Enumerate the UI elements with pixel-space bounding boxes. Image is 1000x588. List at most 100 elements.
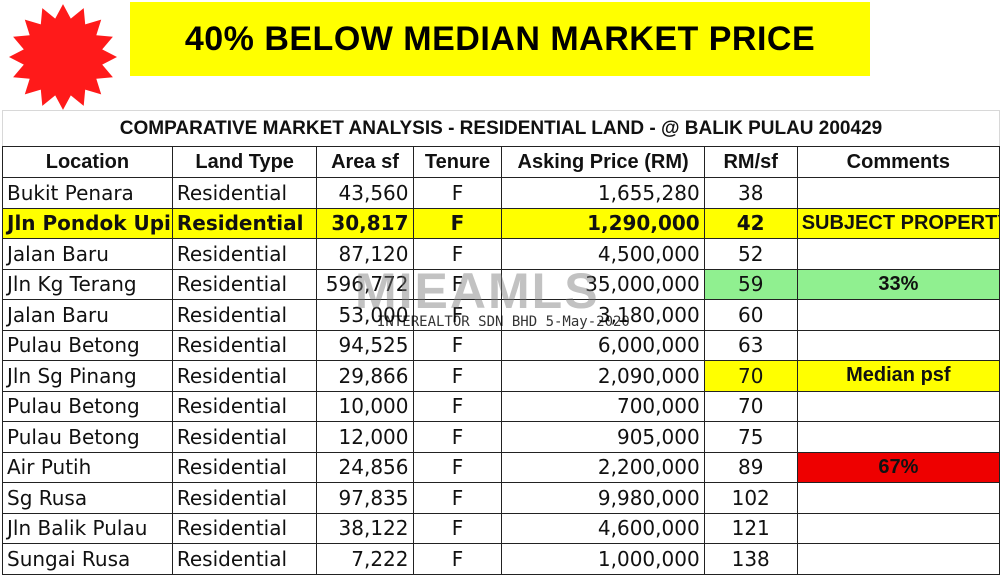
header-rm-per-sf: RM/sf (703, 146, 798, 178)
cell-area: 10,000 (316, 390, 414, 422)
cell-asking-price: 2,200,000 (501, 451, 705, 483)
cell-area: 43,560 (316, 177, 414, 209)
cell-rm-per-sf: 60 (703, 299, 798, 331)
cell-tenure: F (412, 207, 503, 239)
cell-rm-per-sf: 38 (703, 177, 798, 209)
cell-rm-per-sf: 89 (703, 451, 798, 483)
cell-location: Jalan Baru (2, 238, 173, 270)
starburst-icon (9, 4, 117, 110)
cell-asking-price: 905,000 (501, 421, 705, 453)
cell-comment (796, 482, 1000, 514)
cell-land-type: Residential (171, 207, 318, 239)
cell-tenure: F (412, 482, 503, 514)
headline-text: 40% BELOW MEDIAN MARKET PRICE (184, 19, 816, 58)
table-row: Pulau Betong Residential 12,000 F 905,000 75 (2, 421, 1000, 453)
cell-comment: 67% (796, 451, 1000, 483)
cell-location: Pulau Betong (2, 329, 173, 361)
header-area: Area sf (316, 146, 414, 178)
cell-tenure: F (412, 390, 503, 422)
cell-land-type: Residential (171, 177, 318, 209)
cell-location: Air Putih (2, 451, 173, 483)
cell-location: Bukit Penara (2, 177, 173, 209)
cell-land-type: Residential (171, 329, 318, 361)
cell-comment (796, 512, 1000, 544)
cell-area: 30,817 (316, 207, 414, 239)
table-title-row: COMPARATIVE MARKET ANALYSIS - RESIDENTIA… (2, 110, 1000, 147)
cell-comment (796, 421, 1000, 453)
table-row: Pulau Betong Residential 10,000 F 700,000 70 (2, 390, 1000, 422)
cell-asking-price: 3,180,000 (501, 299, 705, 331)
cell-location: Sungai Rusa (2, 543, 173, 575)
cell-rm-per-sf: 75 (703, 421, 798, 453)
headline-banner: 40% BELOW MEDIAN MARKET PRICE (130, 2, 870, 76)
table-row: Jln Balik Pulau Residential 38,122 F 4,600,0… (2, 512, 1000, 544)
cell-tenure: F (412, 268, 503, 300)
cell-asking-price: 4,600,000 (501, 512, 705, 544)
cell-rm-per-sf: 121 (703, 512, 798, 544)
cell-comment (796, 390, 1000, 422)
cell-land-type: Residential (171, 482, 318, 514)
cell-tenure: F (412, 360, 503, 392)
cell-asking-price: 4,500,000 (501, 238, 705, 270)
cell-comment (796, 299, 1000, 331)
cell-location: Jalan Baru (2, 299, 173, 331)
cell-area: 87,120 (316, 238, 414, 270)
cell-asking-price: 1,000,000 (501, 543, 705, 575)
cell-comment (796, 329, 1000, 361)
cell-location: Jln Sg Pinang (2, 360, 173, 392)
cell-tenure: F (412, 543, 503, 575)
cell-comment (796, 238, 1000, 270)
comparative-analysis-sheet: COMPARATIVE MARKET ANALYSIS - RESIDENTIA… (2, 110, 1000, 575)
cell-comment (796, 177, 1000, 209)
cell-asking-price: 1,290,000 (501, 207, 705, 239)
cell-land-type: Residential (171, 543, 318, 575)
cell-asking-price: 9,980,000 (501, 482, 705, 514)
table-row: Jln Kg Terang Residential 596,772 F 35,000,0… (2, 268, 1000, 300)
cell-area: 7,222 (316, 543, 414, 575)
cell-area: 12,000 (316, 421, 414, 453)
cell-asking-price: 1,655,280 (501, 177, 705, 209)
table-row: Jln Sg Pinang Residential 29,866 F 2,090,000… (2, 360, 1000, 392)
header-location: Location (2, 146, 173, 178)
cell-tenure: F (412, 177, 503, 209)
cell-location: Jln Kg Terang (2, 268, 173, 300)
table-row: Sungai Rusa Residential 7,222 F 1,000,000 138 (2, 543, 1000, 575)
cell-rm-per-sf: 42 (703, 207, 798, 239)
table-row: Pulau Betong Residential 94,525 F 6,000,000 6… (2, 329, 1000, 361)
cell-comment: Median psf (796, 360, 1000, 392)
table-title: COMPARATIVE MARKET ANALYSIS - RESIDENTIA… (2, 110, 1000, 147)
header-comments: Comments (796, 146, 1000, 178)
cell-comment: 33% (796, 268, 1000, 300)
cell-area: 29,866 (316, 360, 414, 392)
cell-land-type: Residential (171, 238, 318, 270)
cell-land-type: Residential (171, 512, 318, 544)
header-land-type: Land Type (171, 146, 318, 178)
cell-area: 596,772 (316, 268, 414, 300)
cell-rm-per-sf: 70 (703, 360, 798, 392)
cell-rm-per-sf: 52 (703, 238, 798, 270)
comparison-table: COMPARATIVE MARKET ANALYSIS - RESIDENTIA… (2, 110, 1000, 575)
cell-area: 24,856 (316, 451, 414, 483)
cell-land-type: Residential (171, 268, 318, 300)
cell-asking-price: 35,000,000 (501, 268, 705, 300)
cell-asking-price: 700,000 (501, 390, 705, 422)
cell-location: Pulau Betong (2, 390, 173, 422)
cell-location: Pulau Betong (2, 421, 173, 453)
header-asking-price: Asking Price (RM) (501, 146, 705, 178)
cell-tenure: F (412, 512, 503, 544)
cell-location: Sg Rusa (2, 482, 173, 514)
header-tenure: Tenure (412, 146, 503, 178)
cell-tenure: F (412, 329, 503, 361)
cell-rm-per-sf: 70 (703, 390, 798, 422)
cell-tenure: F (412, 299, 503, 331)
cell-rm-per-sf: 59 (703, 268, 798, 300)
cell-asking-price: 6,000,000 (501, 329, 705, 361)
cell-land-type: Residential (171, 299, 318, 331)
cell-location: Jln Pondok Upih (2, 207, 173, 239)
cell-tenure: F (412, 238, 503, 270)
header-row: Location Land Type Area sf Tenure Asking… (2, 146, 1000, 178)
table-row: Jalan Baru Residential 53,000 F 3,180,000 60 (2, 299, 1000, 331)
cell-tenure: F (412, 421, 503, 453)
cell-comment (796, 543, 1000, 575)
cell-asking-price: 2,090,000 (501, 360, 705, 392)
